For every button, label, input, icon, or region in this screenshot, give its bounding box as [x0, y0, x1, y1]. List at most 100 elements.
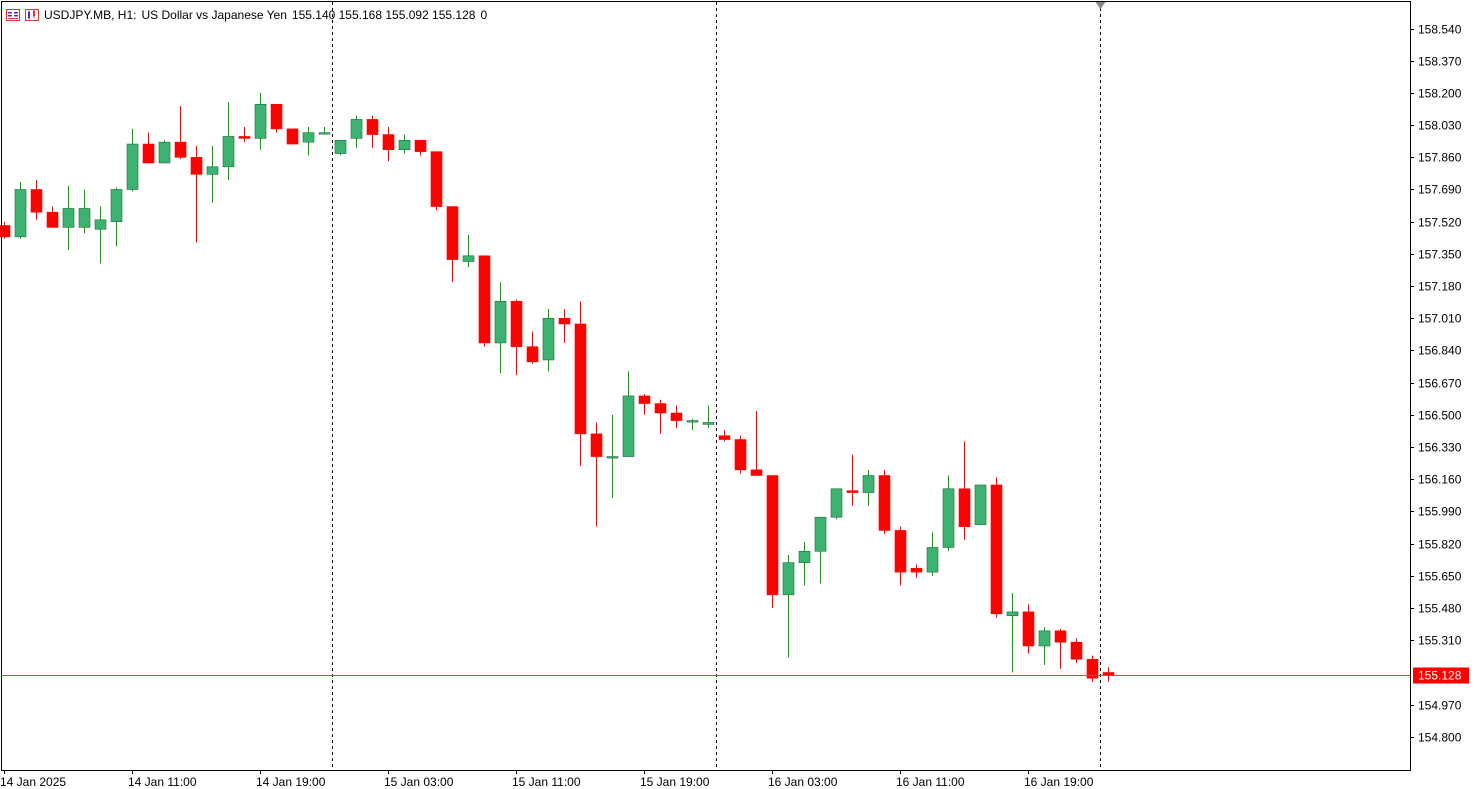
x-tick-label: 16 Jan 11:00: [896, 775, 965, 789]
bearish-candle: [654, 403, 667, 414]
bearish-candle: [366, 119, 379, 135]
bullish-candle: [318, 132, 331, 135]
bearish-candle: [174, 141, 187, 158]
bearish-candle: [894, 530, 907, 573]
y-tick-label: 158.030: [1418, 119, 1462, 133]
y-tick-label: 154.970: [1418, 699, 1462, 713]
bullish-candle: [942, 488, 955, 548]
x-tick-label: 15 Jan 11:00: [512, 775, 581, 789]
bearish-candle: [574, 323, 587, 435]
bullish-candle: [926, 547, 939, 573]
bullish-candle: [830, 488, 843, 518]
bullish-candle: [334, 139, 347, 154]
bullish-candle: [814, 516, 827, 552]
bullish-candle: [62, 208, 75, 228]
bearish-candle: [734, 439, 747, 471]
y-tick-label: 156.160: [1418, 473, 1462, 487]
bullish-candle: [350, 119, 363, 139]
x-tick-label: 14 Jan 2025: [0, 775, 66, 789]
bullish-candle: [1038, 630, 1051, 647]
y-tick-label: 157.860: [1418, 151, 1462, 165]
bearish-candle: [1102, 672, 1115, 676]
y-tick-label: 156.670: [1418, 377, 1462, 391]
bullish-candle: [14, 189, 27, 238]
symbol-description: US Dollar vs Japanese Yen: [141, 8, 287, 22]
ohlc-values: 155.140 155.168 155.092 155.128: [291, 8, 476, 22]
y-tick-label: 157.010: [1418, 312, 1462, 326]
bearish-candle: [990, 484, 1003, 615]
bullish-candle: [542, 317, 555, 361]
x-tick-label: 15 Jan 03:00: [384, 775, 454, 789]
bullish-candle: [494, 300, 507, 344]
bullish-candle: [974, 484, 987, 526]
bearish-candle: [142, 143, 155, 164]
y-tick-label: 156.500: [1418, 409, 1462, 423]
bearish-candle: [1070, 641, 1083, 660]
y-tick-label: 156.840: [1418, 344, 1462, 358]
chart-header: USDJPY.MB, H1: US Dollar vs Japanese Yen…: [6, 7, 492, 23]
trading-menu-icon[interactable]: [6, 9, 20, 21]
bullish-candle: [398, 139, 411, 151]
bearish-candle: [910, 568, 923, 573]
bullish-candle: [686, 420, 699, 423]
bearish-candle: [718, 435, 731, 440]
bullish-candle: [94, 219, 107, 230]
bearish-candle: [750, 469, 763, 476]
bullish-candle: [462, 255, 475, 262]
x-tick-label: 16 Jan 19:00: [1024, 775, 1094, 789]
bearish-candle: [1054, 630, 1067, 643]
y-tick-label: 157.520: [1418, 216, 1462, 230]
x-tick-label: 15 Jan 19:00: [640, 775, 710, 789]
bullish-candle: [78, 208, 91, 228]
symbol-label: USDJPY.MB, H1:: [44, 8, 137, 22]
y-tick-label: 155.310: [1418, 634, 1462, 648]
x-tick-label: 14 Jan 19:00: [256, 775, 326, 789]
bullish-candle: [158, 141, 171, 164]
chart-shift-marker: [1095, 2, 1106, 9]
bearish-candle: [526, 346, 539, 363]
bearish-candle: [286, 128, 299, 145]
bearish-candle: [670, 412, 683, 421]
bearish-candle: [46, 211, 59, 228]
bearish-candle: [1086, 658, 1099, 679]
x-tick-label: 16 Jan 03:00: [768, 775, 838, 789]
current-price-label: 155.128: [1418, 669, 1462, 683]
bearish-candle: [478, 255, 491, 344]
y-tick-label: 155.990: [1418, 505, 1462, 519]
bearish-candle: [446, 206, 459, 260]
bullish-candle: [126, 143, 139, 190]
bearish-candle: [430, 151, 443, 207]
bearish-candle: [558, 317, 571, 325]
current-price-label-bg: [1413, 667, 1469, 684]
bearish-candle: [270, 103, 283, 130]
bullish-candle: [254, 103, 267, 139]
volume-value: 0: [480, 8, 488, 22]
bullish-candle: [782, 562, 795, 596]
bullish-candle: [798, 550, 811, 563]
y-tick-label: 158.540: [1418, 23, 1462, 37]
y-tick-label: 155.820: [1418, 538, 1462, 552]
bullish-candle: [702, 422, 715, 425]
bearish-candle: [510, 300, 523, 348]
y-tick-label: 154.800: [1418, 731, 1462, 745]
y-tick-label: 158.200: [1418, 87, 1462, 101]
bearish-candle: [846, 490, 859, 493]
bearish-candle: [638, 395, 651, 404]
bearish-candle: [590, 433, 603, 457]
bullish-candle: [1006, 611, 1019, 616]
bullish-candle: [110, 189, 123, 223]
bearish-candle: [190, 157, 203, 175]
y-tick-label: 156.330: [1418, 441, 1462, 455]
bullish-candle: [622, 395, 635, 457]
y-tick-label: 157.180: [1418, 280, 1462, 294]
bearish-candle: [878, 475, 891, 531]
bearish-candle: [30, 189, 43, 213]
bearish-candle: [0, 225, 11, 238]
bullish-candle: [862, 475, 875, 493]
bullish-candle: [206, 166, 219, 175]
y-tick-label: 157.350: [1418, 248, 1462, 262]
bullish-candle: [222, 136, 235, 168]
indicator-chart-icon[interactable]: [25, 9, 39, 21]
bearish-candle: [766, 475, 779, 596]
